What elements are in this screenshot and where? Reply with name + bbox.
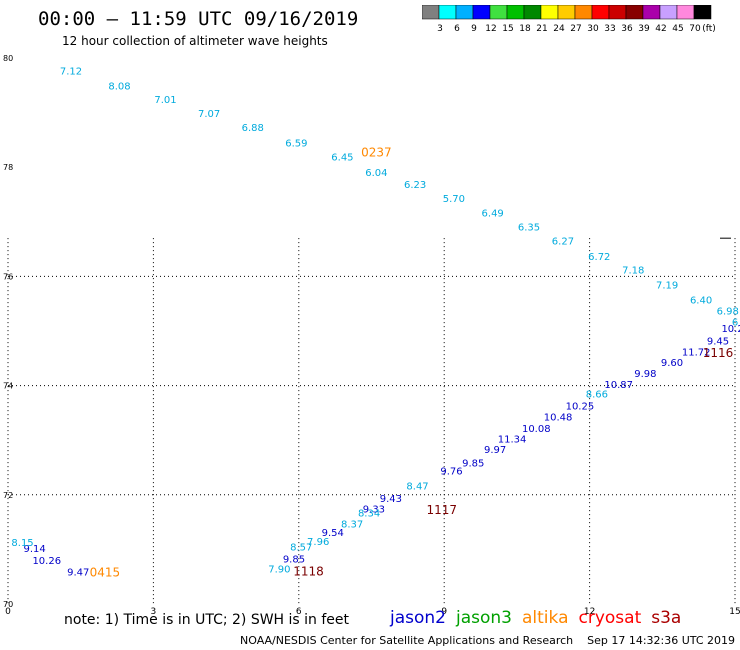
x-tick-label: 3 bbox=[151, 607, 157, 617]
color-scale-legend: 3 6 9 12 15 18 21 24 27 30 33 36 39 42 45 70 (ft) bbox=[422, 5, 716, 34]
data-label: 7.96 bbox=[307, 537, 329, 548]
x-tick-label: 0 bbox=[5, 607, 11, 617]
data-label: 0237 bbox=[361, 145, 392, 159]
color-scale-label: 33 bbox=[604, 24, 615, 34]
data-label: 6.49 bbox=[482, 208, 504, 219]
series-jason2: 9.1410.269.479.859.549.339.439.769.859.9… bbox=[24, 324, 740, 579]
data-label: 11.72 bbox=[682, 348, 711, 359]
data-label: 1117 bbox=[427, 503, 458, 517]
data-label: 9.60 bbox=[661, 358, 683, 369]
data-label: 5.70 bbox=[443, 194, 465, 205]
data-label: 7.19 bbox=[656, 280, 678, 291]
data-label: 7.18 bbox=[622, 266, 644, 277]
data-label: 9.45 bbox=[707, 337, 729, 348]
data-label: 10.87 bbox=[604, 380, 633, 391]
series-cryosat: 1118 1117 1116 bbox=[293, 346, 733, 578]
data-label: 10.08 bbox=[522, 424, 551, 435]
data-label: 8.66 bbox=[586, 390, 608, 401]
color-scale-label: 45 bbox=[672, 24, 683, 34]
satellite-legend-item: cryosat bbox=[578, 608, 642, 628]
chart-subtitle: 12 hour collection of altimeter wave hei… bbox=[62, 34, 328, 48]
data-label: 9.14 bbox=[24, 544, 46, 555]
data-label: 6.72 bbox=[588, 252, 610, 263]
color-scale-label: 42 bbox=[655, 24, 666, 34]
data-label: 11.34 bbox=[498, 434, 527, 445]
data-label: 6 bbox=[732, 318, 738, 329]
x-tick-label: 15 bbox=[729, 607, 740, 617]
data-label: 9.98 bbox=[634, 369, 656, 380]
grid bbox=[7, 237, 736, 604]
data-label: 6.59 bbox=[285, 138, 307, 149]
data-label: 10.2 bbox=[721, 324, 740, 335]
data-label: 6.88 bbox=[242, 123, 264, 134]
chart-title: 00:00 – 11:59 UTC 09/16/2019 bbox=[38, 8, 359, 30]
satellite-legend-item: jason2 bbox=[390, 608, 446, 628]
y-tick-label: 76 bbox=[3, 272, 13, 281]
data-label: 8.08 bbox=[108, 82, 130, 93]
data-label: 6.98 bbox=[717, 307, 739, 318]
color-scale-label: 36 bbox=[621, 24, 633, 34]
color-scale-label: 27 bbox=[570, 24, 581, 34]
data-label: 9.43 bbox=[380, 494, 402, 505]
data-label: 9.33 bbox=[363, 504, 385, 515]
x-tick-label: 6 bbox=[296, 607, 302, 617]
data-label: 10.26 bbox=[32, 556, 61, 567]
data-label: 0415 bbox=[90, 566, 121, 580]
series-jason2-cyan: 7.12 8.08 7.01 7.07 6.88 6.59 6.45 6.04 6.23 5.70… bbox=[11, 66, 738, 575]
satellite-legend-item: s3a bbox=[651, 608, 682, 628]
data-label: 9.85 bbox=[283, 555, 305, 566]
data-label: 7.12 bbox=[60, 66, 82, 77]
units-note: note: 1) Time is in UTC; 2) SWH is in fe… bbox=[64, 612, 350, 628]
data-label: 10.25 bbox=[566, 402, 595, 413]
color-scale-label: 24 bbox=[553, 24, 565, 34]
footer-credit: NOAA/NESDIS Center for Satellite Applica… bbox=[240, 634, 736, 647]
color-scale-label: 39 bbox=[638, 24, 650, 34]
color-scale-swatch bbox=[693, 5, 712, 20]
data-label: 1116 bbox=[703, 346, 734, 360]
color-scale-label: 70 bbox=[689, 24, 701, 34]
x-tick-label: 9 bbox=[441, 607, 447, 617]
satellite-legend-item: altika bbox=[522, 608, 569, 628]
y-tick-label: 72 bbox=[3, 491, 13, 500]
color-scale-label: 18 bbox=[519, 24, 531, 34]
data-label: 9.97 bbox=[484, 445, 506, 456]
data-label: 8.34 bbox=[358, 509, 380, 520]
color-scale-label: 30 bbox=[587, 24, 599, 34]
color-scale-label: 3 bbox=[437, 24, 443, 34]
color-scale-unit: (ft) bbox=[702, 24, 716, 34]
data-label: 9.76 bbox=[440, 467, 462, 478]
color-scale-label: 12 bbox=[485, 24, 496, 34]
data-label: 8.15 bbox=[11, 538, 33, 549]
color-scale-label: 15 bbox=[502, 24, 513, 34]
color-scale-label: 21 bbox=[536, 24, 547, 34]
data-label: 6.45 bbox=[331, 153, 353, 164]
data-label: 6.23 bbox=[404, 180, 426, 191]
data-label: 6.27 bbox=[552, 237, 574, 248]
series-altika: 0415 0237 bbox=[90, 145, 392, 579]
data-label: 9.54 bbox=[322, 528, 344, 539]
data-label: 8.37 bbox=[341, 520, 363, 531]
data-label: 7.01 bbox=[154, 95, 176, 106]
data-label: 7.07 bbox=[198, 109, 220, 120]
satellite-legend-item: jason3 bbox=[456, 608, 512, 628]
data-label: 8.47 bbox=[406, 481, 428, 492]
data-label: 6.40 bbox=[690, 296, 712, 307]
color-scale-label: 6 bbox=[454, 24, 460, 34]
x-tick-label: 12 bbox=[584, 607, 595, 617]
data-label: 7.90 bbox=[268, 564, 290, 575]
data-label: 6.04 bbox=[365, 168, 387, 179]
data-label: 9.85 bbox=[462, 458, 484, 469]
data-label: 6.35 bbox=[518, 223, 540, 234]
y-tick-label: 80 bbox=[3, 54, 13, 63]
y-tick-label: 78 bbox=[3, 163, 13, 172]
satellite-legend: jason2 jason3 altika cryosat s3a bbox=[390, 608, 691, 628]
data-label: 8.57 bbox=[290, 542, 312, 553]
y-tick-label: 70 bbox=[3, 600, 13, 609]
data-label: 1118 bbox=[293, 565, 324, 579]
color-scale-label: 9 bbox=[471, 24, 477, 34]
y-tick-label: 74 bbox=[3, 382, 13, 391]
data-label: 9.47 bbox=[67, 568, 89, 579]
data-label: 10.48 bbox=[544, 413, 573, 424]
